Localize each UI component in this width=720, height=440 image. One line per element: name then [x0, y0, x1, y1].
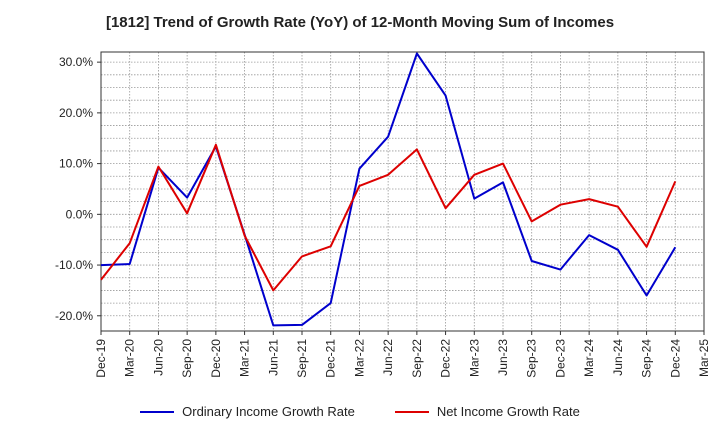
x-tick-label: Mar-23	[467, 339, 481, 377]
x-tick-label: Mar-20	[123, 339, 137, 377]
x-tick-label: Dec-20	[209, 339, 223, 378]
x-tick-label: Dec-23	[553, 339, 567, 378]
series-lines	[100, 52, 677, 327]
x-tick-label: Mar-22	[352, 339, 366, 377]
axes	[97, 51, 705, 335]
y-tick-label: 30.0%	[59, 55, 93, 69]
x-tick-label: Dec-21	[324, 339, 338, 378]
y-tick-label: 20.0%	[59, 106, 93, 120]
legend-item-net-income: Net Income Growth Rate	[394, 404, 580, 419]
x-tick-label: Jun-23	[496, 339, 510, 376]
legend-swatch-ordinary-income	[140, 410, 175, 413]
legend-label-ordinary-income: Ordinary Income Growth Rate	[182, 404, 355, 419]
series-line-ordinary-income	[100, 52, 677, 327]
x-tick-label: Mar-24	[582, 339, 596, 377]
y-tick-labels: 30.0% 20.0% 10.0% 0.0% -10.0% -20.0%	[55, 55, 93, 323]
y-tick-label: -10.0%	[55, 258, 93, 272]
x-tick-label: Sep-23	[525, 339, 539, 378]
grid-lines	[101, 52, 704, 331]
x-tick-label: Mar-21	[238, 339, 252, 377]
x-tick-label: Dec-22	[439, 339, 453, 378]
x-tick-label: Sep-21	[295, 339, 309, 378]
x-tick-label: Jun-21	[266, 339, 280, 376]
series-line-net-income	[100, 143, 677, 292]
legend-label-net-income: Net Income Growth Rate	[436, 404, 580, 419]
legend-swatch-net-income	[394, 410, 429, 413]
y-tick-label: -20.0%	[55, 309, 93, 323]
x-tick-labels: Dec-19 Mar-20 Jun-20 Sep-20 Dec-20 Mar-21 Jun-…	[94, 339, 711, 378]
legend: Ordinary Income Growth Rate Net Income G…	[0, 404, 720, 419]
plot-border	[100, 51, 705, 332]
x-tick-label: Jun-24	[611, 339, 625, 376]
y-tick-label: 0.0%	[66, 207, 94, 221]
x-tick-label: Jun-22	[381, 339, 395, 376]
x-tick-label: Jun-20	[151, 339, 165, 376]
x-tick-label: Sep-24	[640, 339, 654, 378]
chart-title: [1812] Trend of Growth Rate (YoY) of 12-…	[105, 14, 615, 31]
x-tick-label: Sep-22	[410, 339, 424, 378]
y-tick-label: 10.0%	[59, 157, 93, 171]
x-tick-label: Dec-24	[668, 339, 682, 378]
x-tick-label: Mar-25	[697, 339, 711, 377]
x-tick-label: Sep-20	[180, 339, 194, 378]
x-tick-label: Dec-19	[94, 339, 108, 378]
legend-item-ordinary-income: Ordinary Income Growth Rate	[140, 404, 355, 419]
